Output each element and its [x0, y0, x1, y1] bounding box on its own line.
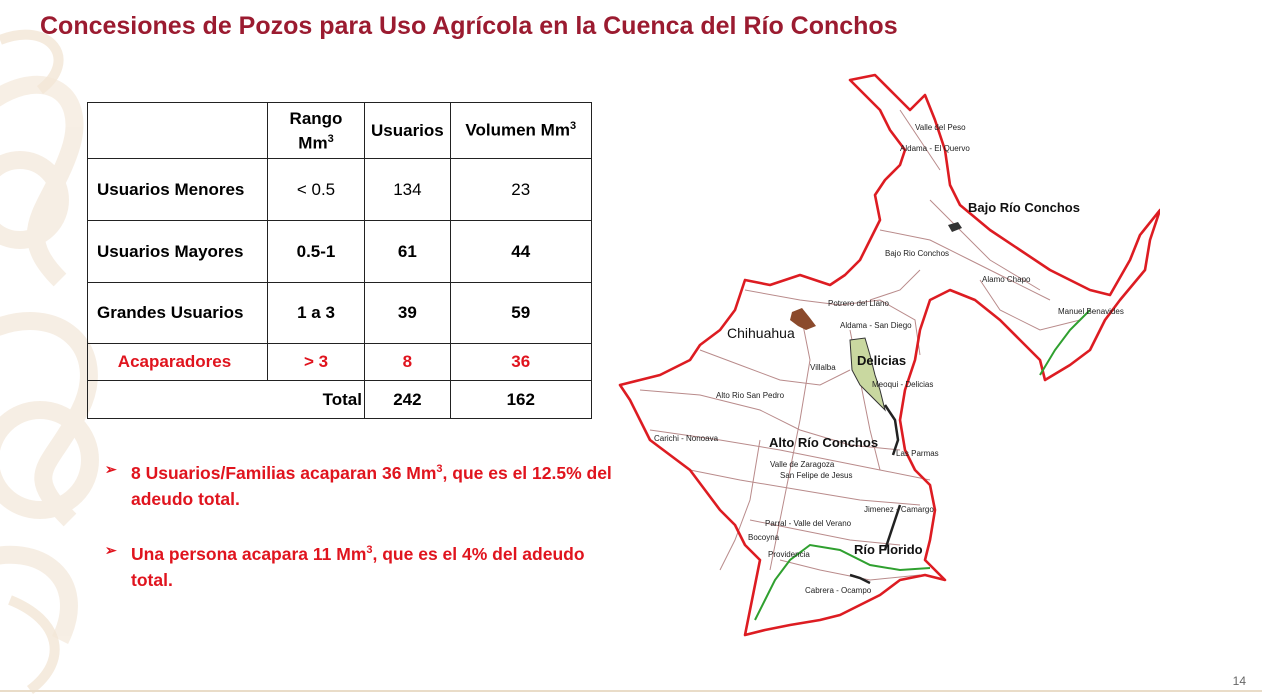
map-label: Providencia: [768, 550, 810, 559]
subbasin-lines: [639, 109, 1081, 581]
bullet-text: Una persona acapara 11 Mm: [131, 543, 367, 564]
header-rango: Rango Mm3: [267, 102, 365, 159]
header-rango-sup: 3: [327, 132, 334, 145]
page-number: 14: [1232, 674, 1246, 688]
region-label: Bajo Río Conchos: [968, 200, 1080, 215]
row-label: Usuarios Menores: [87, 158, 268, 221]
concessions-table: Rango Mm3 Usuarios Volumen Mm3 Usuarios …: [87, 102, 592, 419]
row-volumen: 36: [449, 343, 592, 381]
delicias-district: [849, 337, 886, 412]
map-label: Carichi - Nonoava: [654, 434, 719, 443]
row-usuarios: 134: [364, 158, 451, 221]
chihuahua-area: [790, 308, 816, 330]
header-rango-label: Rango: [289, 108, 343, 128]
river-line: [754, 543, 931, 621]
map-label: Las Parmas: [896, 449, 939, 458]
map-label: Jimenez - Camargo: [864, 505, 934, 514]
map-label: Alamo Chapo: [982, 275, 1031, 284]
arrow-bullet-icon: ➢: [105, 541, 117, 558]
bullet-sup: 3: [366, 543, 373, 556]
header-rango-unit: Mm: [298, 133, 328, 153]
map-label: Bocoyna: [748, 533, 780, 542]
arrow-bullet-icon: ➢: [105, 461, 117, 477]
map-label: Villalba: [810, 363, 836, 372]
district-line: [883, 404, 900, 456]
row-label: Grandes Usuarios: [87, 282, 268, 344]
bullet-list: ➢ 8 Usuarios/Familias acaparan 36 Mm3, q…: [105, 456, 625, 618]
city-label: Chihuahua: [727, 325, 795, 341]
map-label: Valle del Peso: [915, 123, 966, 132]
table-row: Grandes Usuarios 1 a 3 39 59: [87, 282, 592, 344]
map-label: Alto Rio San Pedro: [716, 391, 785, 400]
row-rango: 1 a 3: [267, 282, 365, 344]
row-usuarios: 8: [364, 343, 451, 381]
map-label: Bajo Rio Conchos: [885, 249, 949, 258]
bullet-sup: 3: [436, 463, 443, 475]
region-label: Delicias: [857, 353, 906, 368]
row-rango: 0.5-1: [267, 220, 365, 283]
map-label: Valle de Zaragoza: [770, 460, 835, 469]
map-label: Potrero del Llano: [828, 299, 889, 308]
page-title: Concesiones de Pozos para Uso Agrícola e…: [40, 12, 898, 40]
header-usuarios: Usuarios: [364, 102, 451, 159]
table-row: Usuarios Menores < 0.5 134 23: [87, 158, 592, 221]
row-usuarios: 61: [364, 220, 451, 283]
basin-boundary: [618, 73, 1160, 637]
row-rango: > 3: [267, 343, 365, 381]
footer-divider: [0, 690, 1262, 692]
conchos-basin-map: Valle del Peso Aldama - El Quervo Bajo R…: [618, 73, 1160, 637]
map-label: Cabrera - Ocampo: [805, 586, 872, 595]
header-volumen: Volumen Mm3: [449, 102, 592, 159]
total-label: Total: [87, 380, 365, 419]
map-label: San Felipe de Jesus: [780, 471, 853, 480]
table-header-row: Rango Mm3 Usuarios Volumen Mm3: [87, 102, 592, 159]
bullet-item: ➢ Una persona acapara 11 Mm3, que es el …: [105, 537, 625, 593]
row-volumen: 44: [449, 220, 592, 283]
table-total-row: Total 242 162: [87, 380, 592, 419]
row-usuarios: 39: [364, 282, 451, 344]
header-empty: [87, 102, 268, 159]
district-line: [883, 504, 902, 551]
bullet-text: 8 Usuarios/Familias acaparan 36 Mm: [131, 462, 437, 483]
row-volumen: 23: [449, 158, 592, 221]
row-label: Acaparadores: [87, 343, 268, 381]
map-label: Aldama - San Diego: [840, 321, 912, 330]
total-volumen: 162: [449, 380, 592, 419]
total-usuarios: 242: [364, 380, 451, 419]
district-line: [849, 573, 871, 585]
row-label: Usuarios Mayores: [87, 220, 268, 283]
river-line: [1039, 309, 1091, 376]
bullet-item: ➢ 8 Usuarios/Familias acaparan 36 Mm3, q…: [105, 456, 625, 512]
header-volumen-label: Volumen Mm: [465, 120, 570, 140]
table-row-acaparadores: Acaparadores > 3 8 36: [87, 343, 592, 381]
bullet-text-cont: , que es el 4% del adeudo total.: [131, 543, 585, 590]
region-label: Alto Río Conchos: [769, 435, 878, 450]
table-row: Usuarios Mayores 0.5-1 61 44: [87, 220, 592, 283]
region-label: Río Florido: [854, 542, 923, 557]
row-volumen: 59: [449, 282, 592, 344]
map-label: Parral - Valle del Verano: [765, 519, 852, 528]
bullet-text-cont: , que es el 12.5% del adeudo total.: [131, 462, 612, 509]
map-label: Aldama - El Quervo: [900, 144, 970, 153]
header-volumen-sup: 3: [569, 120, 577, 133]
irrigation-district: [948, 222, 962, 232]
row-rango: < 0.5: [267, 158, 365, 221]
map-label: Meoqui - Delicias: [872, 380, 933, 389]
map-label: Manuel Benavides: [1058, 307, 1124, 316]
